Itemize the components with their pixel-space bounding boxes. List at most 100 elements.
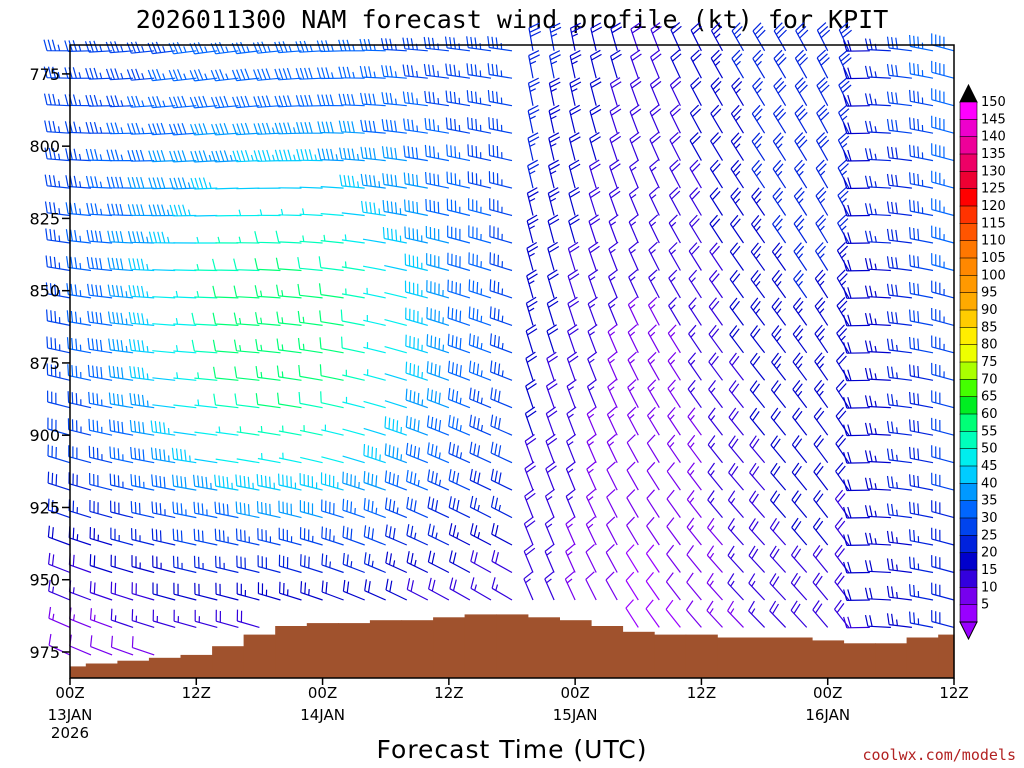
wind-barb	[931, 362, 955, 381]
wind-barb-path	[299, 235, 323, 244]
wind-barb-path	[426, 253, 450, 272]
wind-barb-path	[151, 474, 176, 491]
wind-barb	[626, 461, 639, 491]
wind-barb-path	[152, 404, 176, 409]
wind-barb-path	[257, 209, 281, 217]
wind-barb-path	[319, 364, 344, 381]
wind-barb	[69, 634, 92, 656]
wind-barb-path	[864, 340, 891, 354]
wind-barb-path	[628, 214, 639, 244]
wind-barb-path	[45, 228, 71, 244]
y-tick-label: 900	[29, 426, 60, 445]
wind-barb	[253, 122, 281, 135]
wind-barb	[794, 77, 808, 107]
wind-barb	[625, 599, 639, 628]
wind-barb	[609, 131, 622, 161]
wind-barb-path	[588, 214, 601, 244]
wind-barb	[65, 229, 92, 244]
colorbar-label: 140	[981, 130, 1006, 145]
wind-barb	[402, 64, 428, 79]
wind-barb	[609, 77, 622, 106]
wind-barb-path	[610, 22, 623, 51]
wind-barb	[469, 414, 492, 436]
wind-barb-path	[668, 296, 681, 326]
wind-barb-path	[193, 474, 218, 491]
wind-barb-path	[300, 581, 323, 601]
wind-barb-path	[147, 68, 176, 82]
wind-barb-path	[666, 434, 681, 464]
wind-barb-path	[215, 187, 239, 190]
wind-barb	[467, 117, 492, 134]
wind-barb	[341, 261, 365, 272]
wind-barb-path	[487, 36, 513, 52]
wind-barb	[276, 284, 302, 299]
wind-barb	[909, 34, 934, 52]
wind-barb-path	[909, 336, 934, 354]
wind-barb-path	[426, 388, 450, 409]
wind-barb	[256, 474, 281, 491]
wind-barb	[544, 516, 555, 546]
wind-barb	[649, 77, 662, 106]
wind-barb-path	[105, 41, 134, 54]
wind-barb	[194, 214, 218, 217]
wind-barb	[236, 458, 260, 464]
wind-barb-path	[886, 146, 912, 162]
wind-barb	[526, 214, 539, 244]
wind-barb	[317, 148, 344, 162]
wind-barb	[585, 516, 597, 546]
wind-barb-path	[444, 36, 470, 52]
x-tick-year: 2026	[51, 724, 89, 742]
wind-barb	[68, 472, 92, 491]
wind-barb-path	[274, 149, 302, 162]
wind-barb-path	[382, 200, 407, 217]
wind-barb	[90, 635, 113, 656]
wind-barb	[608, 241, 619, 271]
wind-barb-path	[447, 225, 471, 244]
wind-barb	[257, 425, 281, 436]
wind-barb	[587, 296, 598, 326]
wind-barb-path	[405, 361, 428, 381]
wind-barb-path	[106, 149, 134, 162]
wind-barb-path	[794, 77, 808, 107]
wind-barb	[423, 36, 449, 52]
wind-barb-path	[843, 67, 870, 80]
wind-barb-path	[87, 364, 113, 381]
wind-barb-path	[608, 241, 619, 271]
wind-barb	[467, 171, 492, 189]
terrain-block	[496, 614, 529, 678]
terrain-block	[748, 637, 781, 678]
colorbar-label: 20	[981, 546, 998, 561]
wind-barb	[668, 186, 681, 216]
wind-barb-path	[295, 67, 323, 80]
wind-barb-path	[629, 104, 642, 134]
wind-barb-path	[106, 95, 134, 108]
wind-barb	[909, 199, 934, 217]
wind-barb-path	[770, 462, 787, 491]
wind-barb	[127, 204, 155, 217]
wind-barb	[749, 462, 766, 491]
wind-barb	[131, 555, 155, 574]
wind-barb	[257, 209, 281, 217]
wind-barb	[470, 577, 492, 601]
wind-barb	[909, 584, 934, 601]
wind-barb	[629, 104, 642, 134]
wind-barb	[468, 306, 492, 326]
wind-barb-path	[707, 517, 723, 546]
wind-barb	[172, 528, 197, 546]
credit-link[interactable]: coolwx.com/models	[862, 746, 1016, 764]
wind-barb-path	[253, 95, 281, 108]
wind-barb	[189, 95, 218, 109]
wind-barb	[864, 38, 891, 52]
wind-barb	[608, 269, 619, 299]
wind-barb-path	[772, 159, 787, 189]
wind-barb-path	[152, 609, 176, 628]
wind-barb-path	[730, 187, 744, 216]
wind-barb-path	[731, 77, 745, 107]
wind-barb	[131, 528, 155, 546]
wind-barb	[215, 609, 239, 628]
wind-barb-path	[909, 584, 934, 601]
wind-barb	[931, 500, 955, 519]
y-tick-label: 800	[29, 137, 60, 156]
wind-barb	[686, 545, 702, 573]
wind-barb	[316, 40, 344, 53]
